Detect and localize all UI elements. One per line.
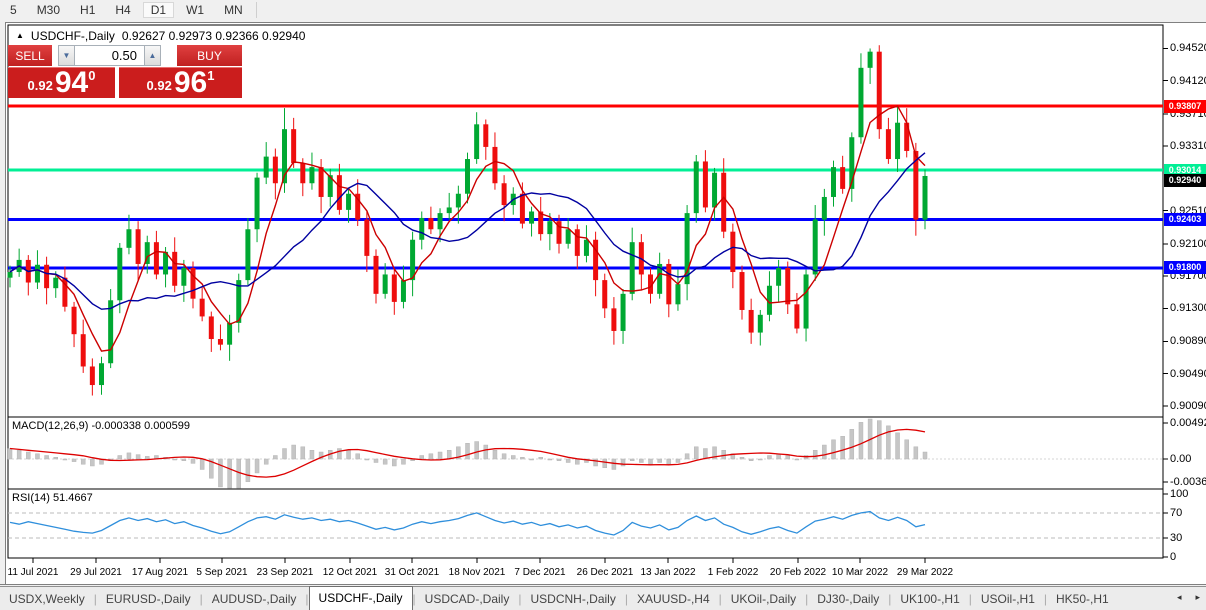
symbol-title: USDCHF-,Daily [30,29,115,43]
chart-tab-usdx[interactable]: USDX,Weekly [9,591,85,606]
chart-tab-xauusd[interactable]: XAUUSD-,H4 [636,591,710,606]
price-axis-label: 0.91300 [1170,302,1206,315]
timeframe-button-mn[interactable]: MN [224,3,243,17]
macd-label: MACD(12,26,9) -0.000338 0.000599 [12,420,190,432]
sell-price-big: 94 [54,66,89,99]
chart-tab-eurusd[interactable]: EURUSD-,Daily [105,591,191,606]
tab-separator: | [624,591,628,606]
tab-separator: | [93,591,97,606]
chart-tab-ukoil[interactable]: UKOil-,Daily [730,591,797,606]
sell-price-prefix: 0.92 [27,78,53,93]
chart-tab-usdchf[interactable]: USDCHF-,Daily [308,585,413,610]
timeframe-button-w1[interactable]: W1 [186,3,205,17]
window-bottom-border [0,584,1206,585]
price-axis-label: 0.93310 [1170,140,1206,153]
date-axis-label: 11 Jul 2021 [7,567,59,578]
sell-button[interactable]: SELL [8,45,52,66]
date-axis-label: 20 Feb 2022 [769,567,827,578]
buy-price-prefix: 0.92 [146,78,172,93]
chart-tab-bar: USDX,Weekly | EURUSD-,Daily | AUDUSD-,Daily |… [0,585,1206,610]
rsi-axis-label: 0 [1170,551,1177,563]
tab-separator: | [888,591,892,606]
chart-window[interactable] [5,22,1206,585]
tab-separator: | [1043,591,1048,606]
current-price-badge: 0.92940 [1164,174,1206,188]
tab-scroll-buttons: ◂ ▸ [1173,590,1204,605]
rsi-label: RSI(14) 51.4667 [12,492,93,504]
macd-axis-label: 0.00 [1170,453,1192,465]
chart-tab-audusd[interactable]: AUDUSD-,Daily [211,591,297,606]
date-axis-label: 1 Feb 2022 [707,567,759,578]
chart-tab-uk100[interactable]: UK100-,H1 [900,591,960,606]
chart-tab-usoil[interactable]: USOil-,H1 [980,591,1035,606]
price-level-badge: 0.92403 [1164,212,1206,226]
timeframe-button-h4[interactable]: H4 [115,3,131,17]
price-axis-label: 0.92100 [1170,237,1206,250]
tab-separator: | [805,591,809,606]
price-level-badge: 0.93807 [1164,99,1206,113]
price-axis-label: 0.90490 [1170,367,1206,380]
rsi-axis-label: 70 [1170,506,1183,519]
buy-button[interactable]: BUY [177,45,242,66]
collapse-triangle-icon[interactable]: ▲ [16,31,24,40]
tab-scroll-right-icon[interactable]: ▸ [1195,592,1200,602]
tab-separator: | [968,591,972,606]
rsi-axis-label: 30 [1170,532,1183,545]
tab-separator: | [518,591,522,606]
date-axis-label: 26 Dec 2021 [576,567,634,578]
ohlc-values: 0.92627 0.92973 0.92366 0.92940 [121,29,306,43]
volume-decrease-button[interactable]: ▼ [58,45,75,66]
price-axis-label: 0.90090 [1170,400,1206,413]
date-axis-label: 7 Dec 2021 [514,567,566,578]
chart-tab-usdcad[interactable]: USDCAD-,Daily [424,591,510,606]
date-axis-label: 17 Aug 2021 [131,567,189,578]
chart-tab-dj30[interactable]: DJ30-,Daily [817,591,880,606]
date-axis-label: 23 Sep 2021 [256,567,314,578]
buy-price-panel[interactable]: 0.92 96 1 [119,67,242,98]
price-level-badge: 0.93014 [1164,163,1206,177]
tab-separator: | [199,591,203,606]
tab-separator: | [412,591,416,606]
date-axis-label: 5 Sep 2021 [196,567,248,578]
tab-separator: | [305,591,309,606]
date-axis-label: 13 Jan 2022 [640,567,696,578]
chart-header: ▲ USDCHF-,Daily 0.92627 0.92973 0.92366 … [16,29,305,43]
volume-input[interactable] [75,45,144,66]
date-axis-label: 29 Jul 2021 [70,567,122,578]
price-axis-label: 0.90890 [1170,335,1206,348]
timeframe-toolbar: 5 M30 H1 H4 D1 W1 MN [0,0,1206,20]
price-axis-label: 0.94120 [1170,74,1206,87]
timeframe-button-m30[interactable]: M30 [36,3,61,17]
volume-increase-button[interactable]: ▲ [144,45,161,66]
date-axis-label: 10 Mar 2022 [831,567,889,578]
macd-axis-label: 0.004926 [1170,417,1206,429]
toolbar-separator [255,2,257,18]
chart-tab-usdcnh[interactable]: USDCNH-,Daily [530,591,616,606]
buy-price-big: 96 [173,66,208,99]
price-axis-label: 0.94520 [1170,42,1206,55]
tab-scroll-left-icon[interactable]: ◂ [1176,592,1182,602]
tab-separator: | [718,591,722,606]
timeframe-button-5[interactable]: 5 [10,3,17,17]
date-axis-label: 29 Mar 2022 [896,567,954,578]
chart-tab-hk50[interactable]: HK50-,H1 [1056,591,1109,606]
sell-price-panel[interactable]: 0.92 94 0 [8,67,115,98]
date-axis-label: 18 Nov 2021 [448,567,506,578]
timeframe-button-d1[interactable]: D1 [142,2,175,18]
price-level-badge: 0.91800 [1164,261,1206,275]
date-axis-label: 31 Oct 2021 [384,567,440,578]
date-axis-label: 12 Oct 2021 [322,567,378,578]
rsi-axis-label: 100 [1170,488,1189,500]
timeframe-button-h1[interactable]: H1 [80,3,96,17]
trade-controls-row: SELL [8,45,52,66]
sell-price-sup: 0 [88,68,96,83]
buy-price-sup: 1 [207,68,215,83]
